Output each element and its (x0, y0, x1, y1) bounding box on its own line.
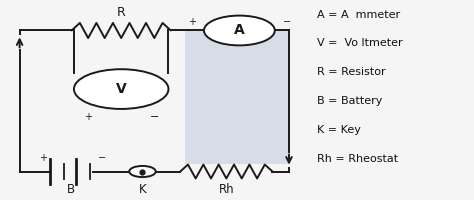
Circle shape (74, 69, 168, 109)
Text: B = Battery: B = Battery (318, 96, 383, 106)
Text: K: K (139, 183, 146, 196)
Text: −: − (98, 153, 106, 163)
Text: K = Key: K = Key (318, 125, 361, 135)
Text: B: B (66, 183, 75, 196)
Text: R = Resistor: R = Resistor (318, 67, 386, 77)
Text: R: R (117, 6, 126, 19)
Text: A = A  mmeter: A = A mmeter (318, 10, 401, 20)
Text: +: + (84, 112, 92, 122)
Text: −: − (150, 112, 159, 122)
Text: A: A (234, 23, 245, 37)
Bar (185, 30, 289, 164)
Circle shape (204, 16, 275, 45)
Text: +: + (188, 17, 196, 27)
Text: Rh: Rh (219, 183, 234, 196)
Text: V =  Vo ltmeter: V = Vo ltmeter (318, 38, 403, 48)
Circle shape (129, 166, 156, 177)
Text: −: − (283, 17, 291, 27)
Text: V: V (116, 82, 127, 96)
Text: Rh = Rheostat: Rh = Rheostat (318, 154, 399, 164)
Text: +: + (39, 153, 47, 163)
